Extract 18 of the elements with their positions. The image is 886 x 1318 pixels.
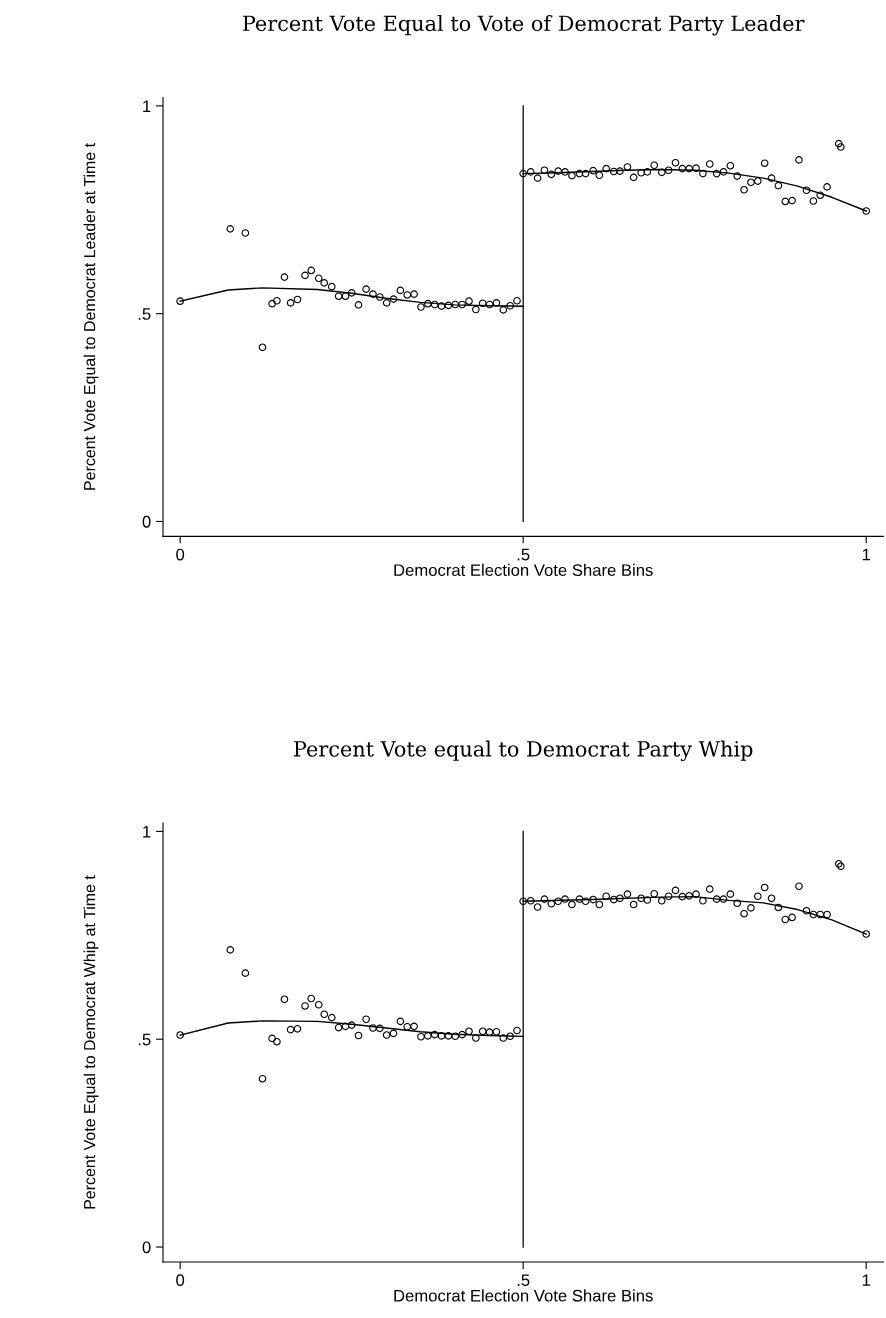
- x-tick-label: 0: [176, 1274, 185, 1287]
- x-tick-label: 0: [176, 548, 185, 561]
- chart-title: Percent Vote equal to Democrat Party Whip: [294, 740, 753, 762]
- x-tick-label: 1: [862, 1274, 871, 1286]
- y-tick-label: 1: [143, 100, 151, 112]
- x-axis-title: Democrat Election Vote Share Bins: [394, 1289, 653, 1302]
- x-tick-label: .5: [517, 1274, 530, 1287]
- y-tick-label: 1: [143, 825, 151, 838]
- y-tick-label: .5: [138, 1033, 151, 1046]
- y-tick-label: .5: [138, 308, 151, 320]
- y-tick-label: 0: [142, 515, 151, 528]
- y-axis-title: Percent Vote Equal to Democrat Leader at Time t: [83, 143, 99, 490]
- x-tick-label: 1: [862, 548, 871, 561]
- y-tick-label: 0: [142, 1241, 151, 1254]
- y-axis-title: Percent Vote Equal to Democrat Whip at Time t: [83, 875, 99, 1209]
- x-axis-title: Democrat Election Vote Share Bins: [394, 563, 653, 577]
- chart-title: Percent Vote Equal to Vote of Democrat Party Leader: [242, 15, 805, 36]
- x-tick-label: .5: [517, 548, 530, 561]
